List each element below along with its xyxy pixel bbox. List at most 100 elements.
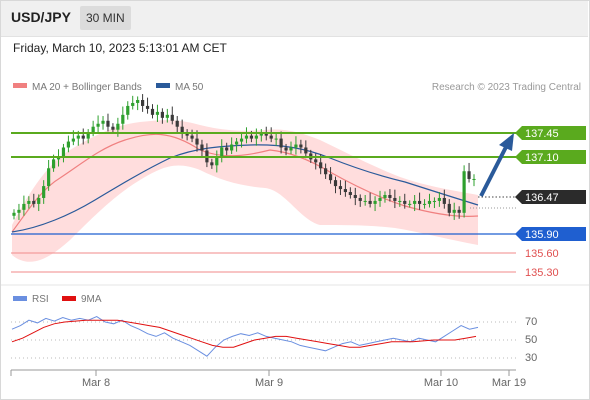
candle-body — [160, 111, 164, 118]
candle-body — [353, 195, 357, 198]
candle-body — [427, 200, 432, 204]
candle-body — [220, 147, 224, 157]
chart-datetime: Friday, March 10, 2023 5:13:01 AM CET — [13, 41, 227, 55]
candle-body — [136, 100, 140, 103]
candle-body — [12, 212, 16, 216]
candle-body — [150, 108, 155, 115]
candle-body — [373, 200, 377, 204]
candle-body — [269, 135, 273, 139]
svg-text:137.10: 137.10 — [525, 152, 559, 164]
credit-text: Research © 2023 Trading Central — [432, 82, 581, 93]
candle-body — [304, 147, 308, 154]
candle-body — [200, 144, 204, 151]
ma9-legend-label: 9MA — [81, 294, 102, 305]
candle-body — [363, 200, 367, 202]
top-bar: USD/JPY 30 MIN — [0, 0, 588, 37]
candle-body — [22, 203, 26, 210]
currency-pair: USD/JPY — [11, 9, 71, 25]
x-tick-mar19: Mar 19 — [492, 377, 526, 389]
candle-body — [215, 156, 219, 166]
candle-body — [234, 141, 239, 145]
level-label-13745: 137.45 — [515, 126, 586, 140]
candle-body — [264, 132, 268, 136]
candle-body — [47, 168, 51, 187]
candle-body — [413, 200, 417, 204]
candle-body — [403, 200, 407, 204]
ma20-legend-swatch — [13, 83, 27, 88]
candle-body — [398, 200, 402, 202]
candle-body — [328, 174, 333, 181]
timeframe-button[interactable]: 30 MIN — [80, 6, 131, 30]
candle-body — [422, 203, 427, 205]
bollinger-band — [12, 120, 478, 262]
candle-body — [17, 209, 21, 213]
candle-body — [319, 162, 323, 169]
candle-body — [126, 105, 130, 115]
candle-body — [244, 135, 249, 139]
candle-body — [442, 197, 446, 204]
candle-body — [432, 200, 437, 202]
candle-body — [249, 135, 254, 139]
level-label-13590: 135.90 — [515, 227, 586, 241]
candle-body — [106, 120, 110, 127]
candle-body — [96, 123, 100, 127]
candle-body — [111, 126, 115, 130]
candle-body — [165, 114, 169, 118]
level-label-13710: 137.10 — [515, 150, 586, 164]
candle-body — [314, 159, 318, 163]
svg-text:136.47: 136.47 — [525, 192, 559, 204]
x-tick-mar10: Mar 10 — [424, 377, 458, 389]
candle-body — [333, 180, 338, 187]
candle-body — [343, 189, 347, 193]
candle-body — [116, 123, 120, 130]
level-label-13560: 135.60 — [525, 248, 559, 260]
candle-body — [32, 200, 36, 204]
candle-body — [61, 147, 66, 157]
ma50-line — [11, 144, 479, 233]
candle-body — [259, 132, 263, 136]
candle-body — [195, 138, 199, 145]
candle-body — [180, 126, 184, 133]
ma50-legend-label: MA 50 — [175, 82, 204, 93]
candle-body — [170, 114, 174, 121]
candle-body — [408, 203, 412, 205]
candle-body — [42, 186, 46, 198]
candle-body — [27, 200, 31, 204]
candle-body — [230, 144, 234, 151]
candle-body — [437, 197, 441, 201]
candle-body — [338, 186, 343, 190]
candle-body — [368, 200, 372, 204]
candle-body — [462, 171, 466, 213]
ma9-legend-swatch — [62, 296, 76, 301]
candle-body — [388, 195, 392, 198]
candle-body — [299, 144, 303, 148]
forecast-arrow-shaft — [479, 146, 508, 197]
candle-body — [467, 171, 471, 179]
candle-body — [76, 135, 80, 139]
candle-body — [378, 197, 382, 201]
rsi-tick-70: 70 — [525, 316, 537, 328]
candle-body — [417, 200, 422, 204]
candle-body — [71, 138, 75, 142]
candle-body — [284, 147, 288, 151]
x-tick-mar9: Mar 9 — [255, 377, 283, 389]
candle-body — [101, 120, 105, 124]
rsi-ma-line — [11, 319, 477, 348]
candle-body — [210, 162, 214, 166]
ma20-line — [11, 133, 479, 233]
candle-body — [447, 203, 451, 213]
ma50-legend-swatch — [156, 83, 170, 88]
candle-body — [279, 138, 283, 148]
candle-body — [452, 209, 456, 213]
candle-body — [457, 209, 461, 213]
candle-body — [155, 111, 160, 115]
candle-body — [145, 105, 150, 109]
candle-body — [175, 120, 179, 127]
svg-text:135.90: 135.90 — [525, 229, 559, 241]
candle-body — [66, 141, 71, 148]
candle-body — [274, 138, 278, 140]
candle-body — [383, 195, 387, 198]
level-label-13530: 135.30 — [525, 267, 559, 279]
forecast-arrow-head — [499, 133, 514, 151]
rsi-legend-swatch — [13, 296, 27, 301]
